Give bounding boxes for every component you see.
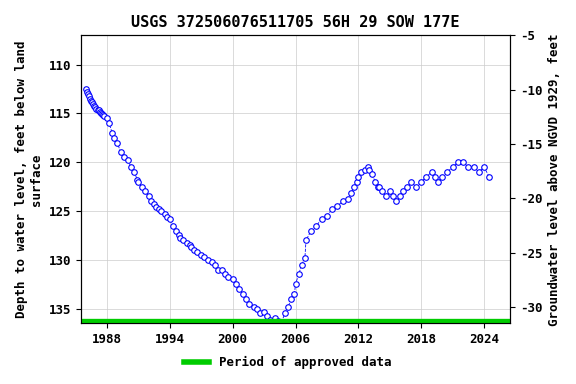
Legend: Period of approved data: Period of approved data xyxy=(179,351,397,374)
Y-axis label: Groundwater level above NGVD 1929, feet: Groundwater level above NGVD 1929, feet xyxy=(548,33,561,326)
Title: USGS 372506076511705 56H 29 SOW 177E: USGS 372506076511705 56H 29 SOW 177E xyxy=(131,15,460,30)
Y-axis label: Depth to water level, feet below land
surface: Depth to water level, feet below land su… xyxy=(15,41,43,318)
